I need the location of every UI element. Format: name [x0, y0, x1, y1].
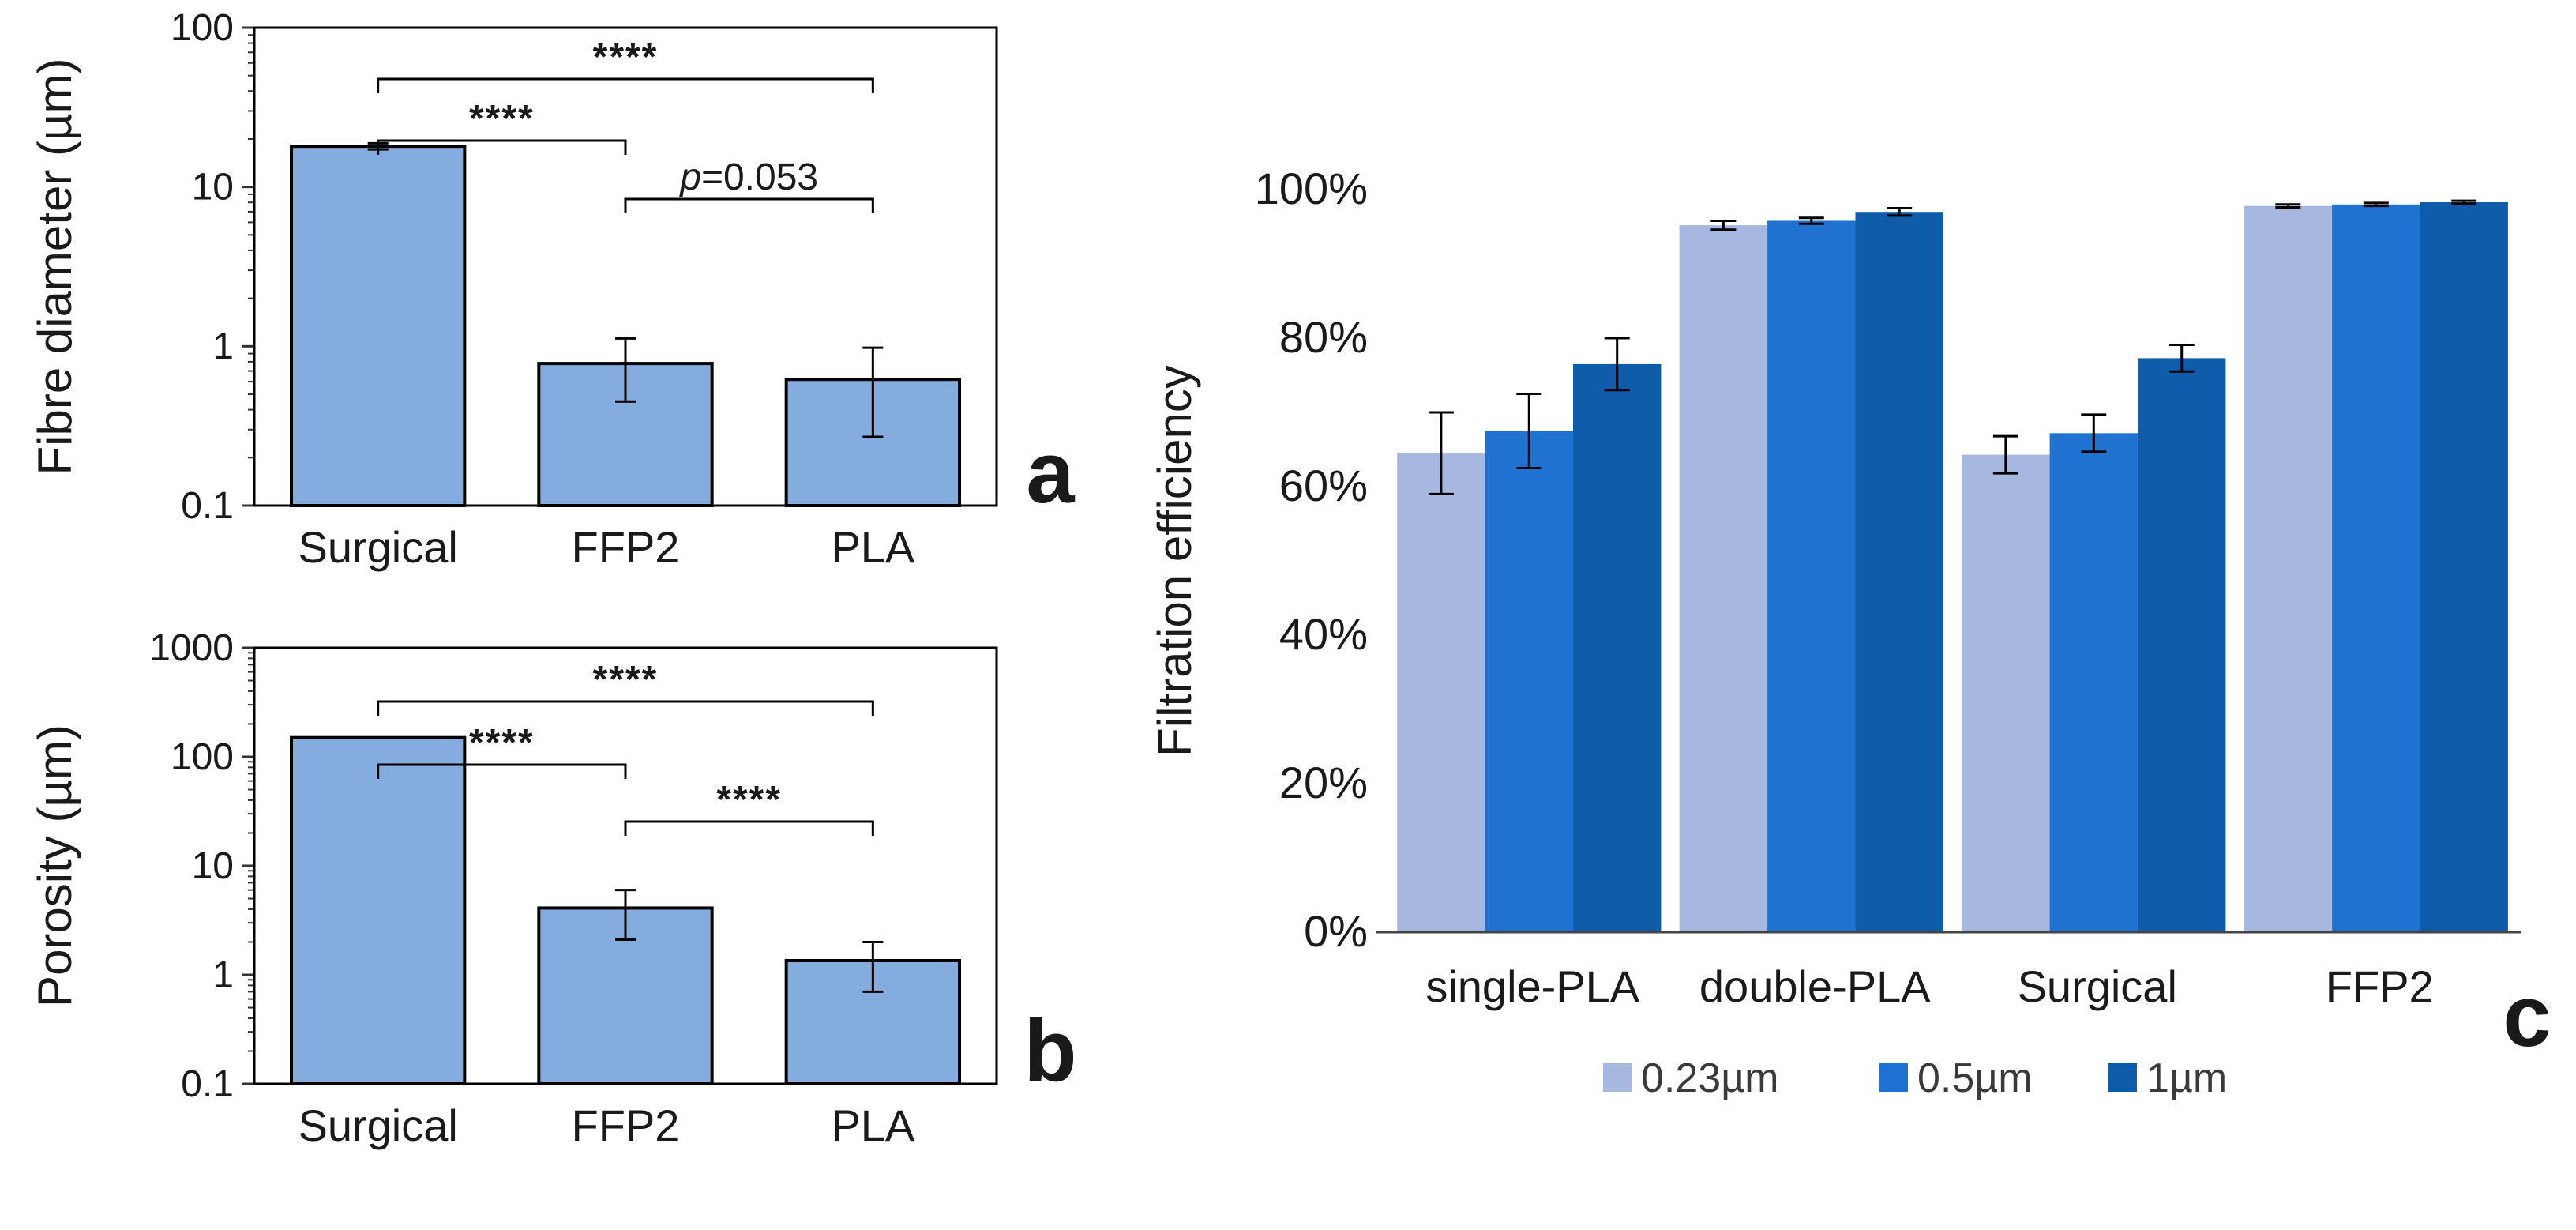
significance-bracket: ****: [377, 722, 627, 779]
bar-surgical-1: [2049, 433, 2138, 932]
p-value-rest: =0.053: [701, 156, 818, 198]
bracket-line: [377, 763, 627, 779]
y-tick-label: 10: [192, 845, 234, 887]
legend-label: 0.23µm: [1641, 1055, 1778, 1101]
y-tick-label: 0.1: [181, 1063, 234, 1105]
legend-item: 0.23µm: [1603, 1055, 1778, 1101]
bar-surgical: [290, 735, 467, 1085]
error-bar: [1604, 337, 1630, 392]
legend-label: 1µm: [2146, 1055, 2227, 1101]
legend: 0.23µm 0.5µm 1µm: [1603, 1055, 2227, 1101]
y-tick-label: 0.1: [181, 485, 234, 527]
bracket-line: [624, 820, 874, 836]
error-bar: [1516, 393, 1542, 469]
legend-swatch: [2108, 1063, 2137, 1092]
error-bar: [1887, 207, 1913, 217]
error-bar: [1428, 411, 1454, 495]
panel-letter: b: [1023, 1002, 1076, 1100]
x-tick-label: FFP2: [572, 1100, 680, 1150]
x-tick-label: single-PLA: [1425, 961, 1639, 1011]
x-tick-label: PLA: [831, 1100, 914, 1150]
significance-label: ****: [469, 722, 535, 764]
y-tick-label: 1: [212, 954, 234, 996]
y-tick-label: 1: [212, 325, 234, 367]
bar-double-pla-2: [1855, 212, 1943, 932]
y-tick-label: 40%: [1279, 609, 1368, 659]
significance-label: ****: [469, 98, 535, 140]
x-tick-label: Surgical: [299, 522, 458, 572]
error-bar-ffp2: [615, 337, 636, 403]
significance-bracket: ****: [377, 36, 874, 93]
plot-frame: [253, 26, 998, 507]
y-tick-label: 80%: [1279, 312, 1368, 362]
significance-label: p=0.053: [678, 156, 818, 198]
legend-swatch: [1603, 1063, 1632, 1092]
x-tick-label: FFP2: [572, 522, 680, 572]
error-bar-pla: [862, 346, 884, 438]
significance-bracket: p=0.053: [624, 156, 874, 213]
panel-c-filtration-efficiency-chart: 0% 20% 40% 60% 80% 100% single-PLA double-PLA Su…: [1148, 164, 2552, 1101]
error-bar-pla: [862, 940, 884, 993]
significance-label: ****: [593, 36, 659, 78]
bracket-line: [377, 700, 874, 716]
significance-bracket: ****: [377, 659, 874, 716]
x-tick-label: double-PLA: [1699, 961, 1931, 1011]
error-bar: [2081, 413, 2107, 453]
error-bar-ffp2: [615, 889, 636, 942]
bar-ffp2-1: [2332, 204, 2420, 932]
legend-swatch: [1879, 1063, 1908, 1092]
error-bar: [2363, 201, 2389, 208]
significance-label: ****: [716, 779, 782, 821]
bar-double-pla-0: [1679, 225, 1768, 932]
y-tick-label: 60%: [1279, 461, 1368, 510]
error-bar: [2275, 203, 2301, 209]
bar-surgical: [290, 145, 467, 507]
legend-label: 0.5µm: [1917, 1055, 2033, 1101]
bar-single-pla-2: [1572, 363, 1662, 932]
bracket-line: [377, 77, 874, 93]
y-axis-label: Fibre diameter (µm): [28, 58, 81, 476]
bar-surgical-2: [2137, 358, 2226, 932]
y-axis-label: Filtration efficiency: [1148, 365, 1201, 757]
bar-ffp2-2: [2420, 201, 2508, 933]
plot-frame: [253, 646, 998, 1085]
x-tick-label: Surgical: [2018, 961, 2177, 1011]
panel-letter: a: [1026, 424, 1075, 521]
y-tick-label: 0%: [1304, 906, 1368, 956]
panel-a-fibre-diameter-chart: 0.1 1 10 100 Surgical FFP2 PLA **** **** p=0.053 F…: [28, 7, 1075, 572]
significance-bracket: ****: [624, 779, 874, 836]
x-tick-label: FFP2: [2326, 961, 2434, 1011]
panel-letter: c: [2503, 968, 2551, 1065]
y-tick-label: 100%: [1255, 164, 1368, 213]
y-tick-label: 100: [171, 7, 234, 49]
bracket-line: [377, 139, 627, 155]
significance-bracket: ****: [377, 98, 627, 155]
y-tick-label: 10: [192, 167, 234, 209]
bar-ffp2-0: [2244, 205, 2333, 932]
bar-single-pla-1: [1485, 431, 1573, 932]
x-tick-label: Surgical: [299, 1100, 458, 1150]
error-bar: [1710, 219, 1737, 231]
y-tick-label: 100: [171, 736, 234, 778]
p-value-italic: p: [678, 156, 701, 198]
error-bar: [1992, 434, 2018, 475]
legend-item: 0.5µm: [1879, 1055, 2033, 1101]
legend-item: 1µm: [2108, 1055, 2227, 1101]
y-axis-label: Porosity (µm): [28, 724, 81, 1007]
x-tick-label: PLA: [831, 522, 914, 572]
bar-surgical-0: [1962, 454, 2050, 932]
error-bar: [1798, 216, 1824, 225]
bracket-line: [624, 197, 874, 213]
significance-label: ****: [593, 659, 659, 701]
error-bar: [2451, 199, 2477, 205]
panel-b-porosity-chart: 0.1 1 10 100 1000 Surgical FFP2 PLA **** **** ****…: [28, 627, 1077, 1150]
bar-double-pla-1: [1767, 220, 1856, 933]
error-bar: [2169, 343, 2195, 373]
bar-single-pla-0: [1397, 453, 1485, 932]
y-tick-label: 20%: [1279, 758, 1368, 807]
y-tick-label: 1000: [149, 627, 234, 669]
